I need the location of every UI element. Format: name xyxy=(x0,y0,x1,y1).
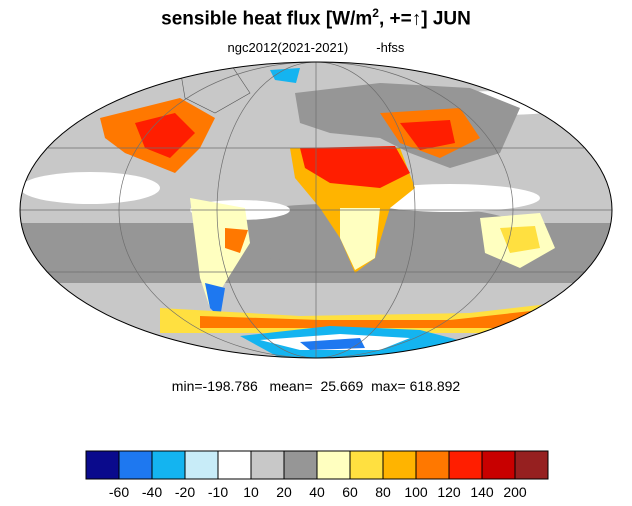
colorbar-tick-label: 140 xyxy=(470,484,494,500)
colorbar-box xyxy=(382,450,417,480)
patagonia-cool xyxy=(205,283,225,318)
world-map xyxy=(19,61,613,359)
colorbar-box xyxy=(118,450,153,480)
colorbar-box xyxy=(514,450,549,480)
colorbar-box xyxy=(415,450,450,480)
colorbar-tick-label: 40 xyxy=(309,484,325,500)
sahara-hot xyxy=(300,146,410,188)
colorbar-box xyxy=(349,450,384,480)
pacific-white-area xyxy=(20,172,160,204)
colorbar: -60 -40 -20 -10 10 20 40 60 80 100 120 140 200 xyxy=(85,450,549,500)
colorbar-tick-label: 120 xyxy=(437,484,461,500)
southern-africa xyxy=(340,208,380,270)
colorbar-box xyxy=(316,450,351,480)
colorbar-box xyxy=(85,450,120,480)
arctic-cold xyxy=(270,68,300,83)
variable-label: -hfss xyxy=(376,40,405,55)
colorbar-box xyxy=(217,450,252,480)
brazil-hot xyxy=(225,228,248,253)
south-america xyxy=(190,198,250,308)
colorbar-tick-label: -20 xyxy=(175,484,195,500)
colorbar-tick-label: -40 xyxy=(142,484,162,500)
north-america-hot xyxy=(135,113,195,158)
colorbar-tick-label: 100 xyxy=(404,484,428,500)
colorbar-tick-label: -10 xyxy=(208,484,228,500)
chart-subtitle: ngc2012(2021-2021) -hfss xyxy=(0,40,632,55)
australia-interior xyxy=(500,226,540,253)
colorbar-tick-label: 200 xyxy=(503,484,527,500)
colorbar-tick-label: 80 xyxy=(375,484,391,500)
colorbar-box xyxy=(481,450,516,480)
chart-title: sensible heat flux [W/m2, +=↑] JUN xyxy=(161,6,471,30)
colorbar-box xyxy=(283,450,318,480)
colorbar-box xyxy=(151,450,186,480)
experiment-label: ngc2012(2021-2021) xyxy=(227,40,349,55)
statistics-line: min=-198.786 mean= 25.669 max= 618.892 xyxy=(171,378,461,394)
map-outline xyxy=(19,61,613,359)
colorbar-box xyxy=(448,450,483,480)
colorbar-tick-label: 60 xyxy=(342,484,358,500)
colorbar-box xyxy=(184,450,219,480)
south-pacific-field xyxy=(20,223,230,273)
southern-ocean-hot xyxy=(200,310,540,328)
colorbar-tick-label: -60 xyxy=(109,484,129,500)
colorbar-box xyxy=(250,450,285,480)
colorbar-tick-label: 10 xyxy=(243,484,259,500)
arabia-hot xyxy=(400,120,455,150)
colorbar-tick-label: 20 xyxy=(276,484,292,500)
